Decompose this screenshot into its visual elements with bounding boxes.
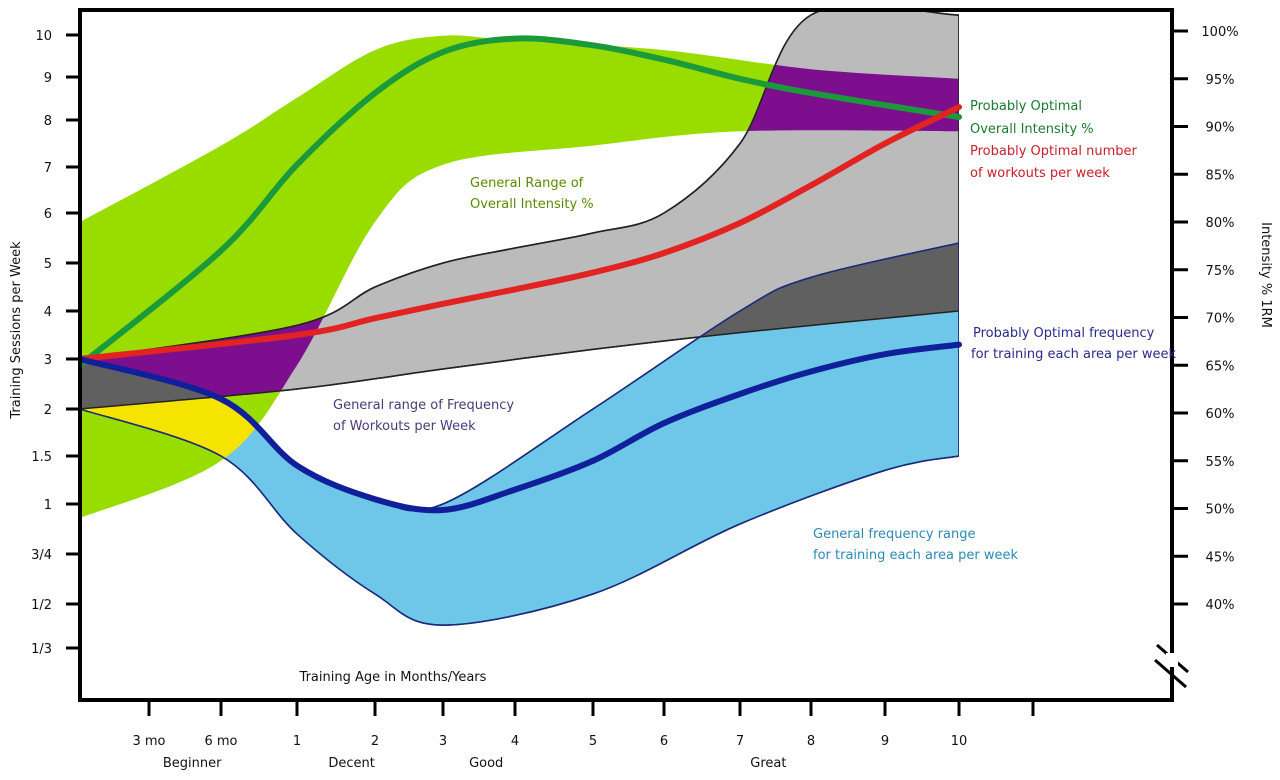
axis-break-gap	[1166, 653, 1178, 667]
y-left-tick-label: 10	[35, 29, 52, 44]
x-category-label: Great	[750, 756, 786, 771]
y-left-tick-label: 8	[44, 114, 52, 129]
y-right-tick-label: 80%	[1206, 216, 1235, 231]
y-right-tick-label: 65%	[1206, 359, 1235, 374]
x-category-label: Good	[469, 756, 503, 771]
line-optimal-area-frequency	[82, 341, 962, 514]
y-right-tick-label: 70%	[1206, 312, 1235, 327]
annotation-optimal-intensity-line1: Probably Optimal	[970, 99, 1082, 114]
x-tick-label: 1	[293, 734, 301, 749]
chart-series-lines	[82, 35, 962, 514]
y-axis-right: 100% 95% 90% 85% 80% 75% 70% 65% 60% 55% 50% 45% 40%	[1154, 25, 1239, 689]
x-tick-label: 3 mo	[132, 734, 165, 749]
annotation-optimal-intensity-line2: Overall Intensity %	[970, 122, 1094, 137]
y-right-tick-label: 95%	[1206, 73, 1235, 88]
x-tick-label: 10	[951, 734, 968, 749]
x-tick-label: 4	[511, 734, 519, 749]
y-right-tick-label: 40%	[1206, 598, 1235, 613]
annotation-area-frequency-range: General frequency range for training eac…	[813, 527, 1018, 563]
chart-regions	[82, 12, 1170, 698]
y-left-tick-label: 4	[44, 305, 52, 320]
axis-break-mark	[1154, 658, 1187, 689]
x-tick-label: 6	[660, 734, 668, 749]
plot-frame	[78, 8, 1174, 702]
annotation-intensity-range: General Range of Overall Intensity %	[470, 176, 594, 212]
line-optimal-intensity	[82, 35, 962, 368]
annotation-optimal-area-frequency-line2: for training each area per week	[971, 347, 1176, 362]
annotation-workout-frequency-range-line2: of Workouts per Week	[333, 419, 476, 434]
line-optimal-workouts	[82, 104, 962, 362]
annotation-area-frequency-range-line1: General frequency range	[813, 527, 976, 542]
y-left-tick-label: 3	[44, 353, 52, 368]
annotation-area-frequency-range-line2: for training each area per week	[813, 548, 1018, 563]
plot-right-blank	[959, 12, 1170, 698]
annotation-intensity-range-line2: Overall Intensity %	[470, 197, 594, 212]
x-tick-label: 2	[371, 734, 379, 749]
annotation-optimal-intensity: Probably Optimal Overall Intensity %	[970, 99, 1094, 137]
annotation-workout-frequency-range: General range of Frequency of Workouts p…	[333, 398, 514, 434]
annotation-workout-frequency-range-line1: General range of Frequency	[333, 398, 514, 413]
x-tick-label: 3	[439, 734, 447, 749]
x-tick-label: 5	[589, 734, 597, 749]
y-right-tick-label: 75%	[1206, 264, 1235, 279]
y-left-tick-label: 5	[44, 257, 52, 272]
y-axis-left-title: Training Sessions per Week	[9, 241, 24, 420]
y-right-tick-label: 45%	[1206, 550, 1235, 565]
x-tick-label: 7	[736, 734, 744, 749]
band-workout-outline	[82, 12, 960, 410]
x-axis-title: Training Age in Months/Years	[299, 670, 487, 685]
y-axis-left: 10 9 8 7 6 5 4 3 2 1.5 1 3/4 1/2 1/3	[31, 29, 80, 657]
annotation-optimal-workouts-line2: of workouts per week	[970, 166, 1110, 181]
y-right-tick-label: 100%	[1201, 25, 1238, 40]
y-right-tick-label: 50%	[1206, 503, 1235, 518]
x-tick-label: 8	[807, 734, 815, 749]
y-right-tick-label: 90%	[1206, 121, 1235, 136]
y-left-tick-label: 1.5	[31, 450, 52, 465]
annotation-optimal-area-frequency-line1: Probably Optimal frequency	[973, 326, 1155, 341]
y-axis-right-title: Intensity % 1RM	[1258, 222, 1273, 328]
y-left-tick-label: 9	[44, 71, 52, 86]
x-axis: 3 mo 6 mo 1 2 3 4 5 6 7 8 9 10 Beginner Decent Good Gre…	[132, 702, 1035, 771]
y-left-tick-label: 7	[44, 161, 52, 176]
y-left-tick-label: 6	[44, 207, 52, 222]
x-category-label: Decent	[328, 756, 375, 771]
y-left-tick-label: 1	[44, 498, 52, 513]
annotation-optimal-area-frequency: Probably Optimal frequency for training …	[971, 326, 1176, 362]
y-left-tick-label: 2	[44, 403, 52, 418]
x-category-label: Beginner	[163, 756, 222, 771]
y-left-tick-label: 1/3	[31, 642, 52, 657]
x-tick-label: 6 mo	[204, 734, 237, 749]
x-tick-label: 9	[881, 734, 889, 749]
y-right-tick-label: 60%	[1206, 407, 1235, 422]
y-right-tick-label: 85%	[1206, 168, 1235, 183]
band-overall-intensity-range	[82, 35, 959, 518]
y-left-tick-label: 1/2	[31, 598, 52, 613]
y-right-tick-label: 55%	[1206, 455, 1235, 470]
annotation-intensity-range-line1: General Range of	[470, 176, 584, 191]
annotation-optimal-workouts-line1: Probably Optimal number	[970, 144, 1137, 159]
y-left-tick-label: 3/4	[31, 548, 52, 563]
annotation-optimal-workouts: Probably Optimal number of workouts per …	[970, 144, 1137, 181]
